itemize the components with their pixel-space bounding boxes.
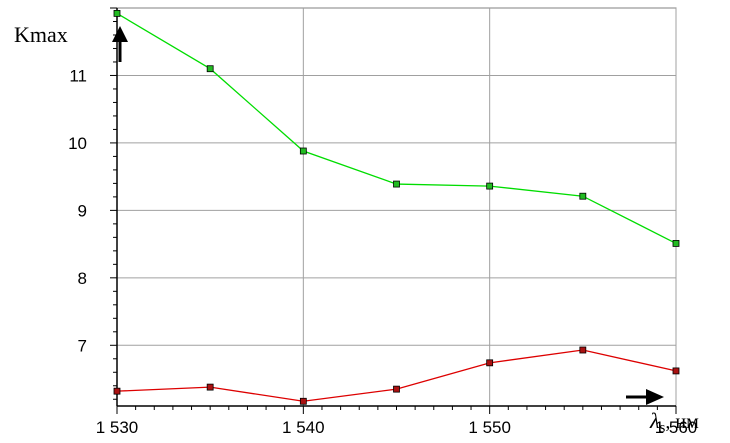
x-tick-label: 1 540 xyxy=(282,418,325,437)
x-tick-label: 1 550 xyxy=(468,418,511,437)
data-point xyxy=(579,192,587,200)
data-point xyxy=(579,346,587,354)
tick-labels: 7 8 9 10 11 1 530 1 540 1 550 1 560 xyxy=(68,66,697,437)
series-line xyxy=(116,349,677,402)
x-tick-label: 1 560 xyxy=(655,418,698,437)
y-tick-label: 7 xyxy=(78,336,87,355)
x-axis-label-symbol: λ xyxy=(649,408,660,433)
y-tick-label: 9 xyxy=(78,201,87,220)
axes xyxy=(110,7,677,414)
x-axis-label: λs, нм xyxy=(649,408,699,436)
x-arrow-head xyxy=(646,389,664,405)
x-axis-label-unit: , нм xyxy=(665,411,699,433)
x-tick-label: 1 530 xyxy=(96,418,139,437)
y-axis-label: Kmax xyxy=(14,22,68,47)
plot-frame xyxy=(116,7,677,407)
axis-arrows xyxy=(112,26,664,405)
data-point xyxy=(486,359,494,367)
data-point xyxy=(206,383,214,391)
data-point xyxy=(486,182,494,190)
data-point xyxy=(299,397,307,405)
data-point xyxy=(393,180,400,188)
axis-titles: Kmax λs, нм xyxy=(14,22,699,436)
x-axis-label-subscript: s xyxy=(660,420,666,436)
grid-lines xyxy=(116,7,677,407)
y-tick-label: 8 xyxy=(78,269,87,288)
data-point xyxy=(113,387,121,395)
data-point xyxy=(393,385,400,393)
series-line xyxy=(116,12,677,245)
data-point xyxy=(672,240,680,247)
y-tick-label: 10 xyxy=(68,134,87,153)
data-point xyxy=(206,65,214,73)
data-point xyxy=(113,9,121,17)
y-tick-label: 11 xyxy=(69,66,87,85)
series-layer xyxy=(113,9,680,405)
data-point xyxy=(672,367,680,375)
data-point xyxy=(299,147,307,155)
y-arrow-head xyxy=(112,26,128,42)
